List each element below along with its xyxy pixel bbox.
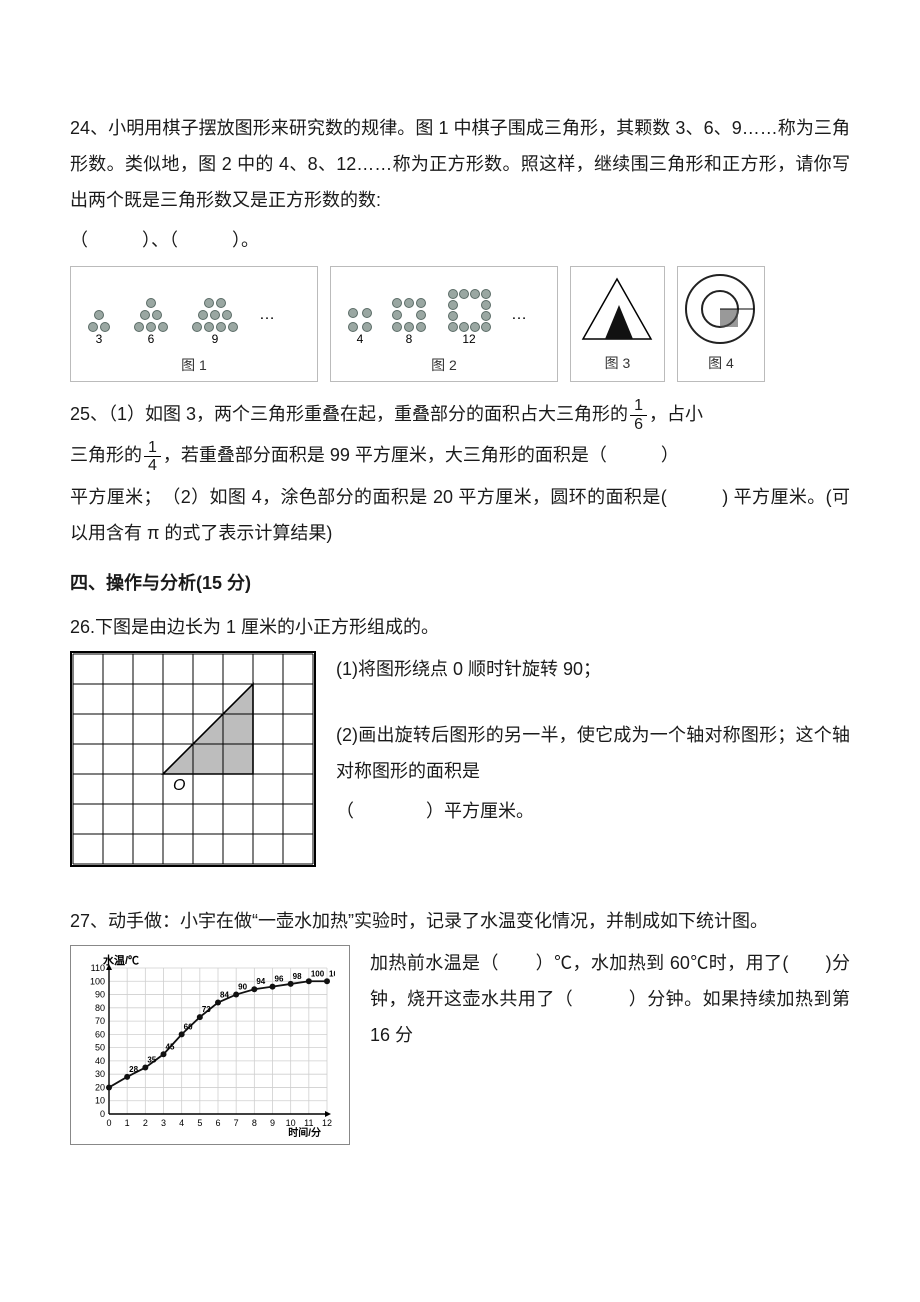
svg-text:2: 2 [143, 1118, 148, 1128]
svg-text:0: 0 [100, 1109, 105, 1119]
svg-text:…: … [259, 306, 275, 323]
svg-text:12: 12 [322, 1118, 332, 1128]
svg-text:时间/分: 时间/分 [288, 1126, 321, 1139]
q25-p2a: 三角形的 [70, 445, 142, 465]
fig3-label: 图 3 [575, 349, 660, 377]
svg-text:…: … [511, 306, 527, 323]
q24-blanks: （ ）、（ ）。 [70, 222, 850, 258]
svg-text:70: 70 [95, 1016, 105, 1026]
svg-text:100: 100 [311, 969, 325, 978]
svg-text:20: 20 [95, 1082, 105, 1092]
svg-text:90: 90 [238, 982, 247, 991]
svg-text:10: 10 [95, 1095, 105, 1105]
q25-p1a: （1）如图 3，两个三角形重叠在起，重叠部分的面积占大三角形的 [108, 404, 628, 424]
svg-text:水温/℃: 水温/℃ [103, 953, 139, 967]
q26-r2b: （ ）平方厘米。 [336, 793, 850, 829]
q24-text: 24、小明用棋子摆放图形来研究数的规律。图 1 中棋子围成三角形，其颗数 3、6… [70, 110, 850, 218]
q27-line1: 27、动手做：小宇在做“一壶水加热”实验时，记录了水温变化情况，并制成如下统计图… [70, 903, 850, 939]
fig4-panel: 图 4 [677, 266, 765, 382]
svg-text:28: 28 [129, 1065, 138, 1074]
svg-text:7: 7 [234, 1118, 239, 1128]
svg-text:8: 8 [252, 1118, 257, 1128]
svg-text:80: 80 [95, 1003, 105, 1013]
q25-p1b: ，占小 [649, 404, 703, 424]
svg-text:4: 4 [179, 1118, 184, 1128]
svg-text:60: 60 [184, 1022, 193, 1031]
svg-text:35: 35 [147, 1055, 156, 1064]
svg-text:9: 9 [212, 332, 219, 346]
fig2-panel: 4 8 12 … 图 2 [330, 266, 558, 382]
svg-text:8: 8 [406, 332, 413, 346]
svg-text:6: 6 [215, 1118, 220, 1128]
svg-text:O: O [173, 777, 185, 794]
svg-text:5: 5 [197, 1118, 202, 1128]
q25-p2b: ，若重叠部分面积是 99 平方厘米，大三角形的面积是（ ） [163, 445, 679, 465]
q27-chart-box: 水温/℃010203040506070809010011001234567891… [70, 945, 350, 1145]
svg-text:3: 3 [96, 332, 103, 346]
svg-text:4: 4 [357, 332, 364, 346]
svg-text:40: 40 [95, 1056, 105, 1066]
svg-text:94: 94 [256, 977, 265, 986]
frac-1-6: 16 [630, 397, 647, 433]
svg-text:73: 73 [202, 1005, 211, 1014]
fig3-svg [575, 271, 660, 349]
q26-grid-svg: O [72, 653, 314, 865]
q24-body: 小明用棋子摆放图形来研究数的规律。图 1 中棋子围成三角形，其颗数 3、6、9…… [70, 118, 850, 210]
q26-layout: O (1)将图形绕点 0 顺时针旋转 90； (2)画出旋转后图形的另一半，使它… [70, 651, 850, 867]
q24-num: 24、 [70, 118, 108, 138]
svg-text:6: 6 [148, 332, 155, 346]
svg-text:100: 100 [90, 976, 105, 986]
svg-text:100: 100 [329, 969, 335, 978]
svg-text:84: 84 [220, 990, 229, 999]
figures-row: 3 6 9 … 图 1 4 8 12 … 图 2 图 3 图 4 [70, 266, 850, 382]
svg-text:45: 45 [166, 1042, 175, 1051]
fig2-svg: 4 8 12 … [339, 273, 549, 351]
svg-text:1: 1 [125, 1118, 130, 1128]
q27-layout: 水温/℃010203040506070809010011001234567891… [70, 945, 850, 1145]
svg-text:96: 96 [275, 974, 284, 983]
svg-text:9: 9 [270, 1118, 275, 1128]
q27-r1: 加热前水温是（ ）℃，水加热到 60℃时，用了( )分钟，烧开这壶水共用了（ ）… [370, 945, 850, 1053]
q25-p3: 平方厘米； （2）如图 4，涂色部分的面积是 20 平方厘米，圆环的面积是( )… [70, 479, 850, 551]
fig1-label: 图 1 [79, 351, 309, 379]
q25-num: 25、 [70, 404, 108, 424]
svg-text:50: 50 [95, 1042, 105, 1052]
svg-text:10: 10 [286, 1118, 296, 1128]
svg-text:3: 3 [161, 1118, 166, 1128]
q26-r2: (2)画出旋转后图形的另一半，使它成为一个轴对称图形；这个轴对称图形的面积是 [336, 717, 850, 789]
svg-text:0: 0 [106, 1118, 111, 1128]
fig1-svg: 3 6 9 … [79, 273, 309, 351]
fig1-panel: 3 6 9 … 图 1 [70, 266, 318, 382]
q26-r2a: (2)画出旋转后图形的另一半，使它成为一个轴对称图形；这个轴对称图形的面积是 [336, 725, 850, 781]
frac-1-4: 14 [144, 439, 161, 475]
q26-line1: 26.下图是由边长为 1 厘米的小正方形组成的。 [70, 609, 850, 645]
q25-p2: 三角形的14，若重叠部分面积是 99 平方厘米，大三角形的面积是（ ） [70, 437, 850, 474]
svg-text:11: 11 [304, 1118, 313, 1128]
fig2-label: 图 2 [339, 351, 549, 379]
fig4-label: 图 4 [682, 349, 760, 377]
q26-grid-box: O [70, 651, 316, 867]
svg-text:90: 90 [95, 989, 105, 999]
fig4-svg [682, 271, 760, 349]
section4-heading: 四、操作与分析(15 分) [70, 565, 850, 601]
svg-text:60: 60 [95, 1029, 105, 1039]
q26-r1: (1)将图形绕点 0 顺时针旋转 90； [336, 651, 850, 687]
q25-p1: 25、（1）如图 3，两个三角形重叠在起，重叠部分的面积占大三角形的16，占小 [70, 396, 850, 433]
svg-text:30: 30 [95, 1069, 105, 1079]
fig3-panel: 图 3 [570, 266, 665, 382]
svg-text:110: 110 [91, 963, 105, 973]
svg-text:12: 12 [462, 332, 476, 346]
svg-text:98: 98 [293, 972, 302, 981]
q27-chart-svg: 水温/℃010203040506070809010011001234567891… [75, 950, 335, 1140]
